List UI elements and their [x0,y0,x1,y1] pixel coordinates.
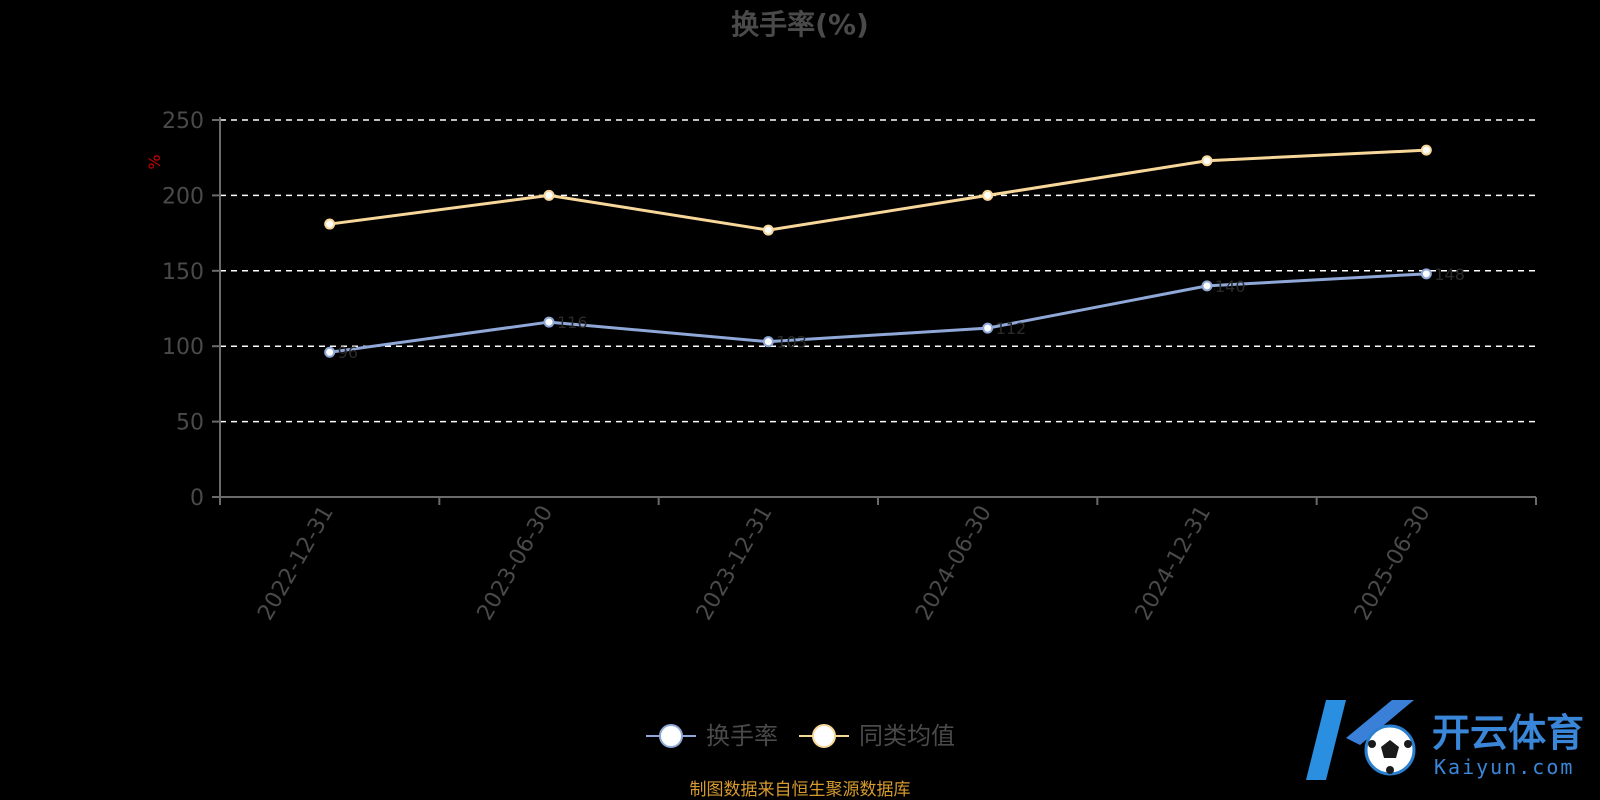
x-tick-label: 2023-06-30 [473,502,559,625]
data-point[interactable] [1201,155,1213,167]
series-line-peer-average [329,148,1427,232]
x-tick-label: 2024-12-31 [1131,502,1217,625]
data-label: 140 [1215,277,1246,296]
grid-lines [220,119,1536,423]
y-tick-label: 100 [162,335,204,360]
data-point[interactable] [1420,268,1432,280]
data-point[interactable] [982,322,994,334]
data-point[interactable] [324,218,336,230]
x-tick-label: 2022-12-31 [253,502,339,625]
y-tick-label: 50 [176,411,204,436]
legend[interactable]: 换手率 同类均值 [646,722,955,750]
data-label: 116 [557,313,588,332]
legend-label-peer-average: 同类均值 [859,722,955,750]
legend-marker-turnover [659,724,683,748]
watermark-url: Kaiyun.com [1434,755,1574,779]
y-tick-label: 0 [190,486,204,511]
y-tick-label: 250 [162,109,204,134]
data-labels: 96 116 103 112 140 148 [338,265,1465,362]
legend-marker-peer-average [812,724,836,748]
data-point[interactable] [1201,280,1213,292]
data-point[interactable] [543,316,555,328]
data-point[interactable] [762,224,774,236]
kaiyun-logo-icon [1306,700,1416,780]
legend-label-turnover: 换手率 [706,722,778,750]
x-tick-labels: 2022-12-31 2023-06-30 2023-12-31 2024-06-30… [219,497,1537,625]
series-layer [324,144,1432,358]
watermark-brand: 开云体育 [1432,711,1584,755]
data-source-note: 制图数据来自恒生聚源数据库 [690,780,911,800]
data-label: 112 [996,319,1027,338]
x-tick-label: 2025-06-30 [1350,502,1436,625]
data-point[interactable] [543,189,555,201]
x-tick-label: 2023-12-31 [692,502,778,625]
series-line-turnover [329,272,1427,354]
axes [219,117,1536,498]
data-point[interactable] [1420,144,1432,156]
legend-item-turnover[interactable]: 换手率 [646,722,778,750]
x-tick-label: 2024-06-30 [911,502,997,625]
chart-title: 换手率(%) [731,8,869,41]
data-label: 103 [776,333,807,352]
y-tick-label: 200 [162,184,204,209]
data-point[interactable] [762,336,774,348]
y-axis-unit-label: % [145,154,164,169]
legend-item-peer-average[interactable]: 同类均值 [799,722,955,750]
data-label: 148 [1434,265,1465,284]
watermark-logo: 开云体育 Kaiyun.com [1306,700,1584,780]
data-point[interactable] [324,346,336,358]
data-point[interactable] [982,189,994,201]
data-label: 96 [338,343,358,362]
y-tick-labels: 0 50 100 150 200 250 [162,109,220,511]
y-tick-label: 150 [162,260,204,285]
